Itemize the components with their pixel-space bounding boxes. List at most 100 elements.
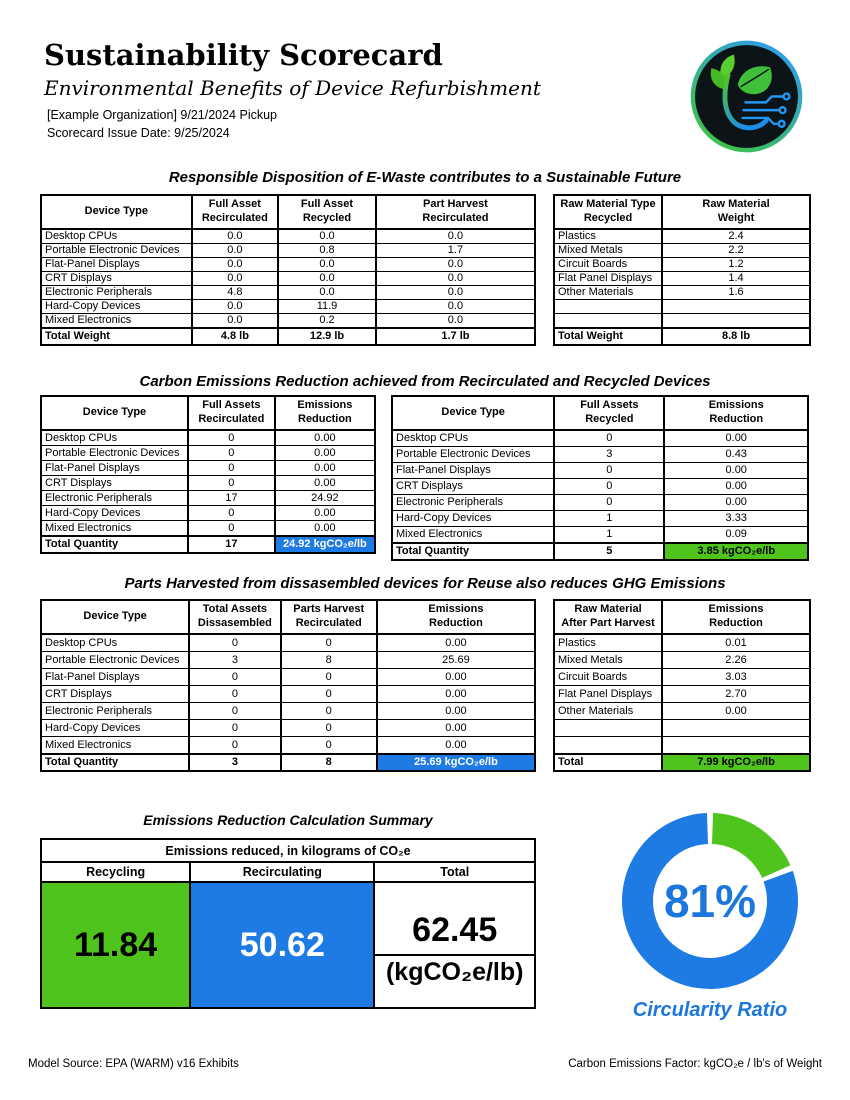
cell-value: 0.0 (277, 228, 377, 244)
header-row: Raw Material After Part Harvest Emissions… (552, 599, 811, 635)
donut-segment-blue (621, 813, 798, 989)
total-cell: 17 (186, 534, 276, 554)
table-row: Portable Electronic Devices 0.0 0.8 1.7 (40, 242, 537, 258)
table-row: Hard-Copy Devices 1 3.33 (390, 509, 809, 527)
row-label: Electronic Peripherals (40, 489, 189, 506)
cell-value: 0 (188, 735, 282, 754)
cell-value: 0 (279, 701, 378, 720)
cell-value: 0 (553, 493, 666, 511)
row-label: Flat-Panel Displays (40, 256, 193, 272)
table-row: Desktop CPUs 0 0 0.00 (39, 633, 537, 652)
total-row: Total Quantity 3 8 25.69 kgCO₂e/lb (39, 752, 537, 772)
row-label: Portable Electronic Devices (390, 445, 556, 463)
cell-value: 0 (279, 735, 378, 754)
cell-value: 11.9 (277, 298, 377, 314)
cell-value: 0.0 (190, 312, 280, 328)
table-row: Other Materials 0.00 (552, 701, 811, 720)
table-row: Circuit Boards 1.2 (552, 256, 811, 272)
cell-value: 0 (553, 477, 666, 495)
table-row: Electronic Peripherals 0 0 0.00 (39, 701, 537, 720)
recirculating-total-value: 50.62 (189, 881, 376, 1009)
table-row: Mixed Electronics 0 0 0.00 (39, 735, 537, 754)
total-cell: 1.7 lb (374, 326, 537, 346)
cell-value (661, 735, 811, 754)
column-header: Raw Material After Part Harvest (552, 599, 664, 635)
total-cell: 5 (553, 541, 666, 561)
row-label: Desktop CPUs (40, 429, 189, 446)
total-cell: Total Quantity (390, 541, 556, 561)
row-label: Hard-Copy Devices (40, 504, 189, 521)
table-row: Flat Panel Displays 1.4 (552, 270, 811, 286)
row-label: Electronic Peripherals (390, 493, 556, 511)
cell-value: 1.6 (661, 284, 811, 300)
cell-value: 0.0 (190, 270, 280, 286)
table-row: Electronic Peripherals 4.8 0.0 0.0 (40, 284, 537, 300)
cell-value: 0 (188, 633, 282, 652)
donut-segment-green (711, 813, 791, 878)
recycled-emissions-table: Device Type Full Assets Recycled Emissions… (390, 395, 809, 561)
cell-value (661, 312, 811, 328)
cell-value: 0.43 (663, 445, 809, 463)
cell-value: 0.00 (663, 461, 809, 479)
table-row: Plastics 0.01 (552, 633, 811, 652)
row-label: Circuit Boards (552, 667, 664, 686)
total-cell: 8 (279, 752, 378, 772)
table-row: Flat-Panel Displays 0.0 0.0 0.0 (40, 256, 537, 272)
cell-value: 0.0 (277, 284, 377, 300)
total-row: Total Weight 8.8 lb (552, 326, 811, 346)
row-label: Hard-Copy Devices (40, 298, 193, 314)
data-grid: Device Type Full Asset Recirculated Full A… (40, 194, 537, 346)
table-row: Hard-Copy Devices 0 0.00 (40, 504, 377, 521)
cell-value: 0.00 (273, 519, 377, 536)
row-label: Mixed Metals (552, 650, 664, 669)
cell-value: 2.26 (661, 650, 811, 669)
grand-total-units: (kgCO₂e/lb) (373, 954, 536, 1009)
cell-value: 0.00 (663, 477, 809, 495)
cell-value: 0.0 (277, 256, 377, 272)
cell-value: 0.01 (661, 633, 811, 652)
row-label: Flat Panel Displays (552, 270, 664, 286)
cell-value: 0.00 (661, 701, 811, 720)
page-title: Sustainability Scorecard (44, 38, 443, 72)
table-row: CRT Displays 0 0.00 (390, 477, 809, 495)
cell-value: 0 (188, 701, 282, 720)
row-label: Mixed Metals (552, 242, 664, 258)
table-row: Desktop CPUs 0 0.00 (40, 429, 377, 446)
cell-value: 1 (553, 525, 666, 543)
header-row: Raw Material Type Recycled Raw Material W… (552, 194, 811, 230)
issue-date-line: Scorecard Issue Date: 9/25/2024 (47, 126, 230, 140)
table-row: Electronic Peripherals 0 0.00 (390, 493, 809, 511)
disposition-by-device-table: Device Type Full Asset Recirculated Full A… (40, 194, 537, 346)
total-row: Total Quantity 17 24.92 kgCO₂e/lb (40, 534, 377, 554)
cell-value: 0 (279, 667, 378, 686)
eco-circuit-logo-icon (688, 38, 805, 155)
cell-value: 3.33 (663, 509, 809, 527)
table-row (552, 312, 811, 328)
row-label: CRT Displays (390, 477, 556, 495)
row-label: Portable Electronic Devices (40, 444, 189, 461)
section-title-summary: Emissions Reduction Calculation Summary (143, 812, 433, 828)
cell-value: 2.70 (661, 684, 811, 703)
footer-model-source: Model Source: EPA (WARM) v16 Exhibits (28, 1058, 239, 1070)
row-label: Mixed Electronics (390, 525, 556, 543)
grand-total-value: 62.45 (373, 881, 536, 956)
row-label: Electronic Peripherals (40, 284, 193, 300)
cell-value: 0 (186, 504, 276, 521)
cell-value: 0 (279, 633, 378, 652)
row-label: Flat-Panel Displays (390, 461, 556, 479)
cell-value: 0.00 (273, 474, 377, 491)
cell-value: 24.92 (273, 489, 377, 506)
recirculated-emissions-table: Device Type Full Assets Recirculated Emiss… (40, 395, 377, 554)
row-label: Portable Electronic Devices (39, 650, 191, 669)
cell-value: 0 (188, 667, 282, 686)
column-header: Emissions Reduction (375, 599, 537, 635)
cell-value: 0.0 (190, 256, 280, 272)
cell-value: 0.09 (663, 525, 809, 543)
column-header: Full Assets Recycled (553, 395, 666, 431)
total-cell: 25.69 kgCO₂e/lb (375, 752, 537, 772)
data-grid: Raw Material Type Recycled Raw Material W… (552, 194, 811, 346)
table-row: Portable Electronic Devices 3 8 25.69 (39, 650, 537, 669)
column-header: Total Assets Dissasembled (188, 599, 282, 635)
row-label (552, 718, 664, 737)
